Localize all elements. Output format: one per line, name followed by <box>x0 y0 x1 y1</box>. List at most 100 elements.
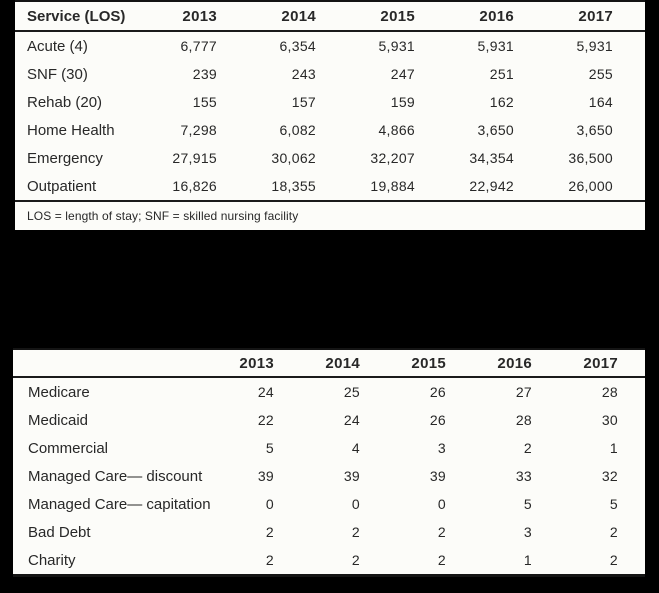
cell-value: 7,298 <box>180 122 217 138</box>
cell-value: 36,500 <box>568 150 613 166</box>
row-label: Acute (4) <box>27 37 88 55</box>
cell-value: 2 <box>523 440 532 456</box>
cell-value: 5,931 <box>378 38 415 54</box>
cell-value: 5,931 <box>576 38 613 54</box>
table-row: Charity 2 2 2 1 2 <box>13 546 645 574</box>
cell-value: 2 <box>351 524 360 540</box>
cell-value: 26,000 <box>568 178 613 194</box>
year-column-header: 2016 <box>497 354 532 372</box>
year-column-header: 2015 <box>411 354 446 372</box>
cell-value: 39 <box>257 468 274 484</box>
table-row: Emergency 27,915 30,062 32,207 34,354 36,500 <box>15 144 645 172</box>
cell-value: 5,931 <box>477 38 514 54</box>
cell-value: 3,650 <box>576 122 613 138</box>
cell-value: 2 <box>437 552 446 568</box>
service-table-header-row: Service (LOS) 2013 2014 2015 2016 2017 <box>15 2 645 32</box>
cell-value: 30 <box>601 412 618 428</box>
cell-value: 162 <box>489 94 514 110</box>
cell-value: 28 <box>515 412 532 428</box>
year-column-header: 2013 <box>182 7 217 25</box>
cell-value: 3,650 <box>477 122 514 138</box>
year-column-header: 2014 <box>281 7 316 25</box>
cell-value: 239 <box>192 66 217 82</box>
cell-value: 39 <box>343 468 360 484</box>
cell-value: 164 <box>588 94 613 110</box>
cell-value: 5 <box>265 440 274 456</box>
table-row: Managed Care— capitation 0 0 0 5 5 <box>13 490 645 518</box>
table-footnote: LOS = length of stay; SNF = skilled nurs… <box>27 209 299 223</box>
cell-value: 24 <box>257 384 274 400</box>
cell-value: 247 <box>390 66 415 82</box>
cell-value: 33 <box>515 468 532 484</box>
cell-value: 4,866 <box>378 122 415 138</box>
cell-value: 255 <box>588 66 613 82</box>
cell-value: 24 <box>343 412 360 428</box>
row-label: Emergency <box>27 149 103 167</box>
cell-value: 27 <box>515 384 532 400</box>
payer-table-body: Medicare 24 25 26 27 28 Medicaid 22 24 26 28 30 Comm… <box>13 378 645 574</box>
table-row: SNF (30) 239 243 247 251 255 <box>15 60 645 88</box>
table-row: Home Health 7,298 6,082 4,866 3,650 3,650 <box>15 116 645 144</box>
cell-value: 0 <box>437 496 446 512</box>
cell-value: 25 <box>343 384 360 400</box>
cell-value: 6,354 <box>279 38 316 54</box>
cell-value: 6,082 <box>279 122 316 138</box>
table-row: Acute (4) 6,777 6,354 5,931 5,931 5,931 <box>15 32 645 60</box>
cell-value: 34,354 <box>469 150 514 166</box>
cell-value: 3 <box>437 440 446 456</box>
cell-value: 22 <box>257 412 274 428</box>
cell-value: 2 <box>265 552 274 568</box>
cell-value: 30,062 <box>271 150 316 166</box>
cell-value: 2 <box>351 552 360 568</box>
cell-value: 159 <box>390 94 415 110</box>
row-label: Managed Care— discount <box>28 467 203 485</box>
cell-value: 32 <box>601 468 618 484</box>
cell-value: 5 <box>609 496 618 512</box>
cell-value: 2 <box>437 524 446 540</box>
row-label: Outpatient <box>27 177 97 195</box>
year-column-header: 2016 <box>479 7 514 25</box>
row-label: Commercial <box>28 439 109 457</box>
cell-value: 251 <box>489 66 514 82</box>
cell-value: 18,355 <box>271 178 316 194</box>
year-column-header: 2013 <box>239 354 274 372</box>
year-column-header: 2014 <box>325 354 360 372</box>
row-label: Rehab (20) <box>27 93 103 111</box>
cell-value: 32,207 <box>370 150 415 166</box>
cell-value: 3 <box>523 524 532 540</box>
table-row: Outpatient 16,826 18,355 19,884 22,942 26,000 <box>15 172 645 200</box>
cell-value: 19,884 <box>370 178 415 194</box>
cell-value: 27,915 <box>172 150 217 166</box>
cell-value: 0 <box>351 496 360 512</box>
table-row: Managed Care— discount 39 39 39 33 32 <box>13 462 645 490</box>
cell-value: 5 <box>523 496 532 512</box>
row-label: Bad Debt <box>28 523 91 541</box>
cell-value: 28 <box>601 384 618 400</box>
table-row: Medicare 24 25 26 27 28 <box>13 378 645 406</box>
service-utilization-table: Service (LOS) 2013 2014 2015 2016 2017 Acute … <box>15 0 645 230</box>
row-header-column-title: Service (LOS) <box>27 7 126 25</box>
row-label: Charity <box>28 551 76 569</box>
cell-value: 1 <box>523 552 532 568</box>
row-label: Medicaid <box>28 411 89 429</box>
cell-value: 2 <box>265 524 274 540</box>
cell-value: 4 <box>351 440 360 456</box>
service-table-body: Acute (4) 6,777 6,354 5,931 5,931 5,931 SNF (3… <box>15 32 645 200</box>
cell-value: 39 <box>429 468 446 484</box>
row-label: Home Health <box>27 121 115 139</box>
payer-mix-table: 2013 2014 2015 2016 2017 Medicare 24 25 26 27 28 M… <box>13 348 645 577</box>
cell-value: 26 <box>429 384 446 400</box>
cell-value: 2 <box>609 524 618 540</box>
year-column-header: 2017 <box>578 7 613 25</box>
year-column-header: 2017 <box>583 354 618 372</box>
table-row: Medicaid 22 24 26 28 30 <box>13 406 645 434</box>
row-label: Medicare <box>28 383 90 401</box>
row-label: SNF (30) <box>27 65 88 83</box>
payer-table-header-row: 2013 2014 2015 2016 2017 <box>13 350 645 378</box>
cell-value: 0 <box>265 496 274 512</box>
cell-value: 6,777 <box>180 38 217 54</box>
table-row: Commercial 5 4 3 2 1 <box>13 434 645 462</box>
cell-value: 22,942 <box>469 178 514 194</box>
year-column-header: 2015 <box>380 7 415 25</box>
